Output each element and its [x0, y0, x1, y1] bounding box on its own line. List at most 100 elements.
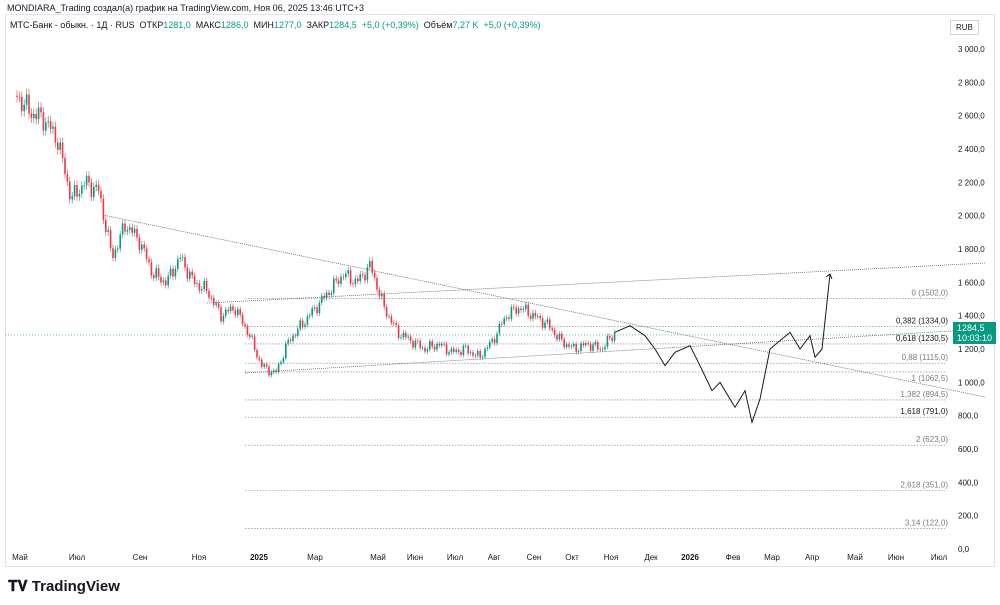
candle	[345, 273, 347, 278]
volume-label: Объём	[423, 20, 453, 30]
candle	[589, 343, 592, 351]
candle	[323, 295, 325, 298]
x-tick-label: Май	[370, 553, 386, 562]
candle	[337, 280, 340, 284]
candle	[489, 341, 491, 348]
x-tick-label: Окт	[565, 553, 579, 562]
x-tick-label: Ноя	[192, 553, 207, 562]
candle	[189, 271, 191, 279]
candle	[201, 289, 203, 291]
x-tick-label: Июл	[69, 553, 86, 562]
candle	[376, 277, 378, 290]
candle	[66, 174, 69, 182]
candle	[220, 307, 222, 322]
candle	[553, 330, 556, 336]
candle	[570, 346, 573, 347]
candle	[405, 332, 407, 338]
candle	[177, 258, 179, 269]
candle	[28, 94, 30, 114]
candle	[397, 325, 400, 338]
x-tick-label: Дек	[644, 553, 658, 562]
candle	[196, 283, 198, 285]
x-tick-label: Июн	[407, 553, 423, 562]
candle	[582, 343, 585, 346]
author-credit: MONDIARA_Trading создал(а) график на Tra…	[7, 3, 364, 13]
candle	[131, 227, 133, 233]
arrow-head-icon	[825, 273, 833, 280]
candle	[378, 289, 381, 297]
candle	[436, 343, 438, 350]
candle	[587, 343, 589, 344]
candle	[527, 304, 529, 316]
candle	[371, 260, 373, 273]
candle	[347, 270, 349, 274]
candle	[297, 328, 299, 336]
candle	[467, 345, 469, 354]
candle	[213, 297, 215, 305]
candle	[349, 270, 352, 284]
candle	[229, 306, 232, 312]
tradingview-logo: 𝐓𝐕 TradingView	[8, 578, 120, 595]
candle	[373, 272, 376, 278]
candle	[534, 312, 537, 317]
candle	[400, 337, 402, 339]
tv-logo-icon: 𝐓𝐕	[8, 578, 28, 595]
candle	[157, 268, 160, 277]
candle	[184, 257, 186, 268]
currency-button[interactable]: RUB	[950, 20, 979, 35]
candle	[417, 340, 419, 342]
symbol-name[interactable]: МТС-Банк - обыкн. · 1Д · RUS	[10, 20, 135, 30]
candle	[385, 306, 388, 317]
candle	[481, 357, 484, 358]
candle	[609, 335, 611, 338]
chart-frame[interactable]	[5, 14, 995, 567]
candle	[292, 335, 294, 341]
candle	[433, 346, 436, 350]
x-tick-label: Май	[12, 553, 28, 562]
candle	[568, 344, 570, 347]
candle	[390, 316, 393, 323]
close-value: 1284,5	[329, 20, 357, 30]
x-tick-label: Сен	[133, 553, 148, 562]
candle	[450, 348, 453, 353]
candle	[409, 336, 412, 341]
fib-level-label: 1 (1062,5)	[912, 374, 949, 383]
candle	[438, 343, 441, 346]
candle	[354, 278, 357, 285]
candle	[93, 186, 95, 197]
open-value: 1281,0	[163, 20, 191, 30]
candle	[431, 341, 433, 347]
candle	[306, 316, 309, 325]
candle	[294, 335, 297, 337]
candle	[369, 260, 371, 268]
candle	[227, 309, 229, 312]
candle	[181, 257, 184, 258]
candle	[78, 193, 81, 197]
candle	[49, 121, 52, 129]
candle	[546, 319, 549, 323]
volume-value: 7,27 K	[452, 20, 479, 30]
fib-level-label: 3,14 (122,0)	[905, 519, 948, 528]
candle	[263, 364, 265, 367]
candle	[42, 112, 45, 131]
candle	[441, 343, 443, 346]
candle	[565, 344, 568, 348]
candle	[460, 351, 462, 356]
candle	[246, 326, 249, 335]
x-tick-label: Сен	[527, 553, 542, 562]
projection-path	[614, 273, 831, 425]
candle	[539, 315, 541, 319]
candle	[517, 308, 520, 314]
y-tick-label: 0,0	[958, 545, 970, 554]
candle	[237, 309, 239, 316]
candle	[561, 333, 563, 340]
candle	[455, 349, 457, 352]
candle	[573, 343, 575, 347]
last-price: 1284,5	[957, 323, 985, 333]
candle	[395, 323, 397, 326]
candle	[133, 228, 136, 233]
candle	[412, 340, 414, 348]
candle	[155, 268, 157, 278]
candle	[493, 338, 496, 344]
